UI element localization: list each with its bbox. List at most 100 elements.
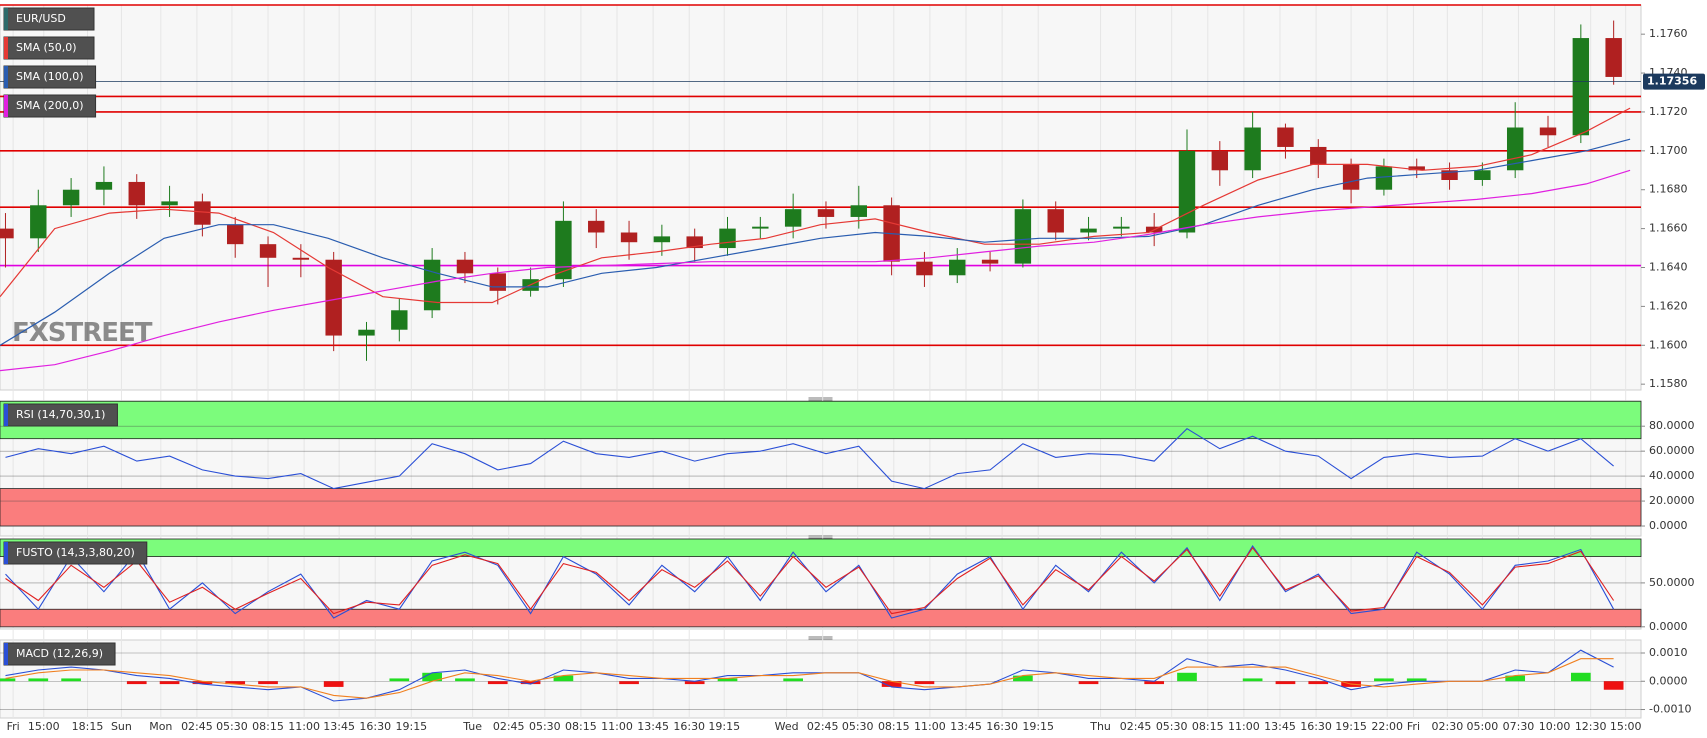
oscillator-line	[5, 546, 1615, 615]
x-tick-label: 15:00	[28, 720, 60, 733]
candle-body	[456, 259, 474, 274]
y-tick-label: 1.1580	[1649, 377, 1688, 390]
x-tick-label: Fri	[1407, 720, 1420, 733]
candle-body	[292, 257, 310, 260]
x-tick-label: 11:00	[601, 720, 633, 733]
legend-swatch	[4, 37, 8, 59]
x-tick-label: 16:30	[673, 720, 705, 733]
x-tick-label: 13:45	[1264, 720, 1296, 733]
x-tick-label: 19:15	[708, 720, 740, 733]
x-tick-label: Wed	[775, 720, 799, 733]
x-tick-label: 05:30	[216, 720, 248, 733]
zone	[0, 538, 1642, 557]
y-tick-label: 1.1620	[1649, 299, 1688, 312]
histogram-bar	[1505, 675, 1526, 682]
x-tick-label: 02:45	[493, 720, 525, 733]
legend-swatch	[4, 542, 8, 564]
histogram-bar	[126, 681, 147, 685]
candle-body	[1375, 166, 1393, 190]
histogram-bar	[1406, 678, 1427, 682]
y-tick-label: 0.0000	[1649, 519, 1688, 532]
legend-item: SMA (100,0)	[3, 65, 97, 89]
histogram-bar	[192, 681, 213, 685]
macd-line	[5, 649, 1614, 702]
legend-text: RSI (14,70,30,1)	[16, 408, 105, 421]
candle-body	[588, 220, 605, 233]
histogram-bar	[487, 681, 508, 685]
x-tick-label: 11:00	[1228, 720, 1260, 733]
histogram-bar	[61, 678, 81, 682]
x-tick-label: 22:00	[1371, 720, 1403, 733]
x-tick-label: 05:30	[842, 720, 874, 733]
x-tick-label: Thu	[1089, 720, 1111, 733]
y-tick-label: 0.0000	[1649, 674, 1688, 687]
sma-line	[0, 107, 1631, 304]
x-tick-label: 07:30	[1503, 720, 1535, 733]
candle-body	[817, 209, 835, 217]
candle-body	[95, 181, 113, 190]
y-tick-label: 20.0000	[1649, 494, 1695, 507]
sma-line	[0, 169, 1631, 372]
histogram-bar	[1275, 681, 1296, 685]
zone	[0, 400, 1642, 440]
y-tick-label: 1.1700	[1649, 144, 1688, 157]
candle-body	[194, 201, 211, 225]
candle-body	[358, 329, 375, 336]
y-tick-label: 0.0010	[1649, 646, 1688, 659]
legend-item: RSI (14,70,30,1)	[3, 403, 118, 427]
histogram-bar	[1603, 681, 1624, 690]
x-tick-label: 08:15	[1192, 720, 1224, 733]
histogram-bar	[1570, 672, 1591, 682]
candle-body	[391, 310, 408, 330]
legend-item: FUSTO (14,3,3,80,20)	[3, 541, 148, 565]
histogram-bar	[389, 678, 410, 682]
candle-body	[752, 226, 769, 229]
candle-body	[161, 201, 178, 206]
x-tick-label: Sun	[111, 720, 132, 733]
candle-body	[1441, 170, 1458, 180]
legend-swatch	[4, 643, 8, 665]
y-tick-label: 1.1660	[1649, 222, 1688, 235]
legend-swatch	[4, 8, 8, 30]
y-tick-label: -0.0010	[1649, 703, 1691, 716]
x-tick-label: 16:30	[986, 720, 1018, 733]
histogram-bar	[159, 681, 180, 685]
histogram-bar	[1308, 681, 1329, 685]
histogram-bar	[1374, 678, 1394, 682]
x-tick-label: 11:00	[914, 720, 946, 733]
legend-text: FUSTO (14,3,3,80,20)	[16, 546, 135, 559]
histogram-bar	[520, 681, 541, 685]
candle-body	[1310, 146, 1327, 165]
histogram-bar	[258, 681, 278, 685]
candle-body	[555, 220, 572, 280]
candle-body	[784, 209, 802, 227]
candle-body	[1113, 226, 1130, 229]
histogram-bar	[225, 681, 246, 685]
sma-line	[0, 138, 1631, 346]
y-tick-label: 40.0000	[1649, 469, 1695, 482]
y-tick-label: 60.0000	[1649, 444, 1695, 457]
histogram-bar	[619, 681, 639, 685]
candle-body	[30, 205, 47, 239]
x-tick-label: 13:45	[323, 720, 355, 733]
panel-background	[0, 639, 1642, 719]
x-tick-label: 02:30	[1432, 720, 1464, 733]
candle-body	[949, 259, 966, 276]
histogram-bar	[684, 681, 705, 685]
legend-text: SMA (200,0)	[16, 99, 84, 112]
y-tick-label: 1.1760	[1649, 27, 1688, 40]
x-tick-label: 15:00	[1610, 720, 1642, 733]
histogram-bar	[553, 675, 574, 682]
candle-body	[1178, 150, 1196, 233]
x-tick-label: 02:45	[1120, 720, 1152, 733]
candle-body	[1539, 127, 1557, 136]
x-tick-label: 18:15	[72, 720, 104, 733]
candle-body	[916, 261, 933, 276]
candle-body	[325, 259, 342, 336]
zone	[0, 608, 1642, 628]
histogram-bar	[28, 678, 49, 682]
histogram-bar	[1177, 672, 1197, 682]
candle-body	[653, 236, 671, 243]
legend-item: MACD (12,26,9)	[3, 642, 116, 666]
